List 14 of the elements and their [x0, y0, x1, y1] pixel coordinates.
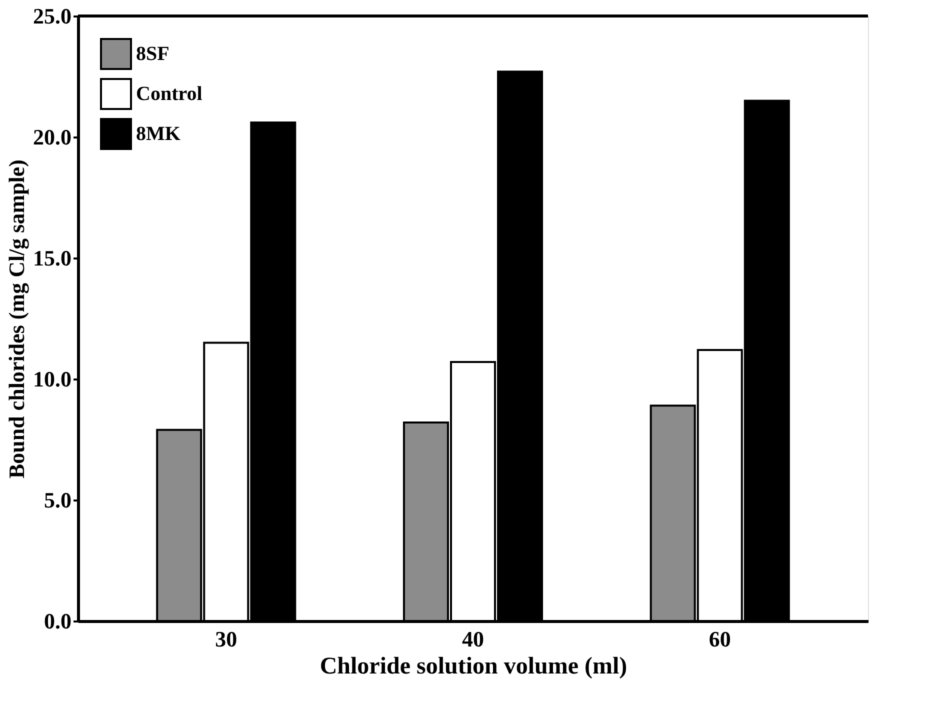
y-tick-label: 0.0 — [44, 608, 72, 634]
x-tick-label: 60 — [708, 626, 731, 652]
y-tick-label: 15.0 — [33, 246, 72, 270]
legend-label: 8SF — [136, 43, 170, 65]
y-tick-label: 25.0 — [33, 4, 72, 28]
legend-label: 8MK — [136, 123, 181, 145]
x-tick-label: 30 — [215, 626, 238, 652]
x-tick-label: 40 — [462, 626, 484, 652]
y-axis-title: Bound chlorides (mg Cl/g sample) — [4, 159, 29, 479]
y-tick-label: 20.0 — [33, 124, 72, 150]
y-tick-label: 5.0 — [44, 488, 72, 512]
y-tick-label: 10.0 — [33, 366, 72, 392]
x-axis-title: Chloride solution volume (ml) — [320, 654, 628, 680]
legend-label: Control — [136, 83, 203, 105]
